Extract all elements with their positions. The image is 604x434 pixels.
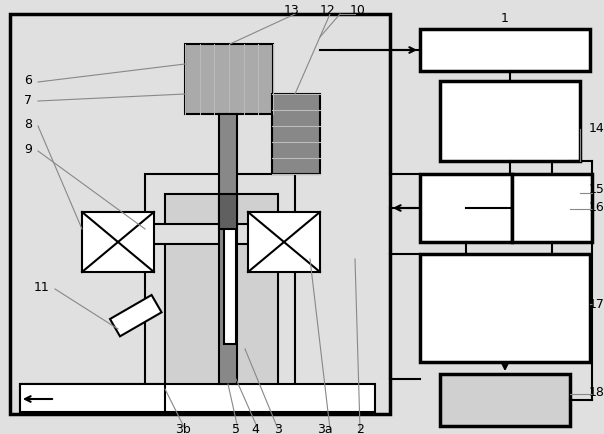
Bar [185,45,273,115]
Text: 5: 5 [232,423,240,434]
Bar [82,213,154,273]
Bar [20,384,375,412]
Text: 9: 9 [24,143,32,156]
Text: 3: 3 [274,423,282,434]
Bar [20,384,165,412]
Bar [165,194,278,389]
Text: 3b: 3b [175,423,191,434]
Bar [440,374,570,426]
Text: 18: 18 [589,386,604,398]
Bar [272,95,320,174]
Text: 13: 13 [284,3,300,16]
Bar [224,214,236,344]
Text: 4: 4 [251,423,259,434]
Bar [512,174,592,243]
Text: 16: 16 [589,201,604,214]
Text: 14: 14 [589,121,604,134]
Text: 3a: 3a [317,423,333,434]
Text: 8: 8 [24,117,32,130]
Text: 7: 7 [24,93,32,106]
Text: 2: 2 [356,423,364,434]
Bar [420,30,590,72]
Text: 6: 6 [24,73,32,86]
Bar [219,115,237,384]
Bar [10,15,390,414]
Text: 10: 10 [350,3,366,16]
Text: 1: 1 [501,11,509,24]
Bar [219,194,237,230]
Bar [145,224,295,244]
Text: 12: 12 [320,3,336,16]
Text: 11: 11 [34,281,50,294]
Bar [420,174,512,243]
Text: 17: 17 [589,298,604,311]
Bar [145,174,295,389]
Bar [110,295,161,336]
Bar [248,213,320,273]
Text: 15: 15 [589,183,604,196]
Bar [420,254,590,362]
Bar [440,82,580,161]
